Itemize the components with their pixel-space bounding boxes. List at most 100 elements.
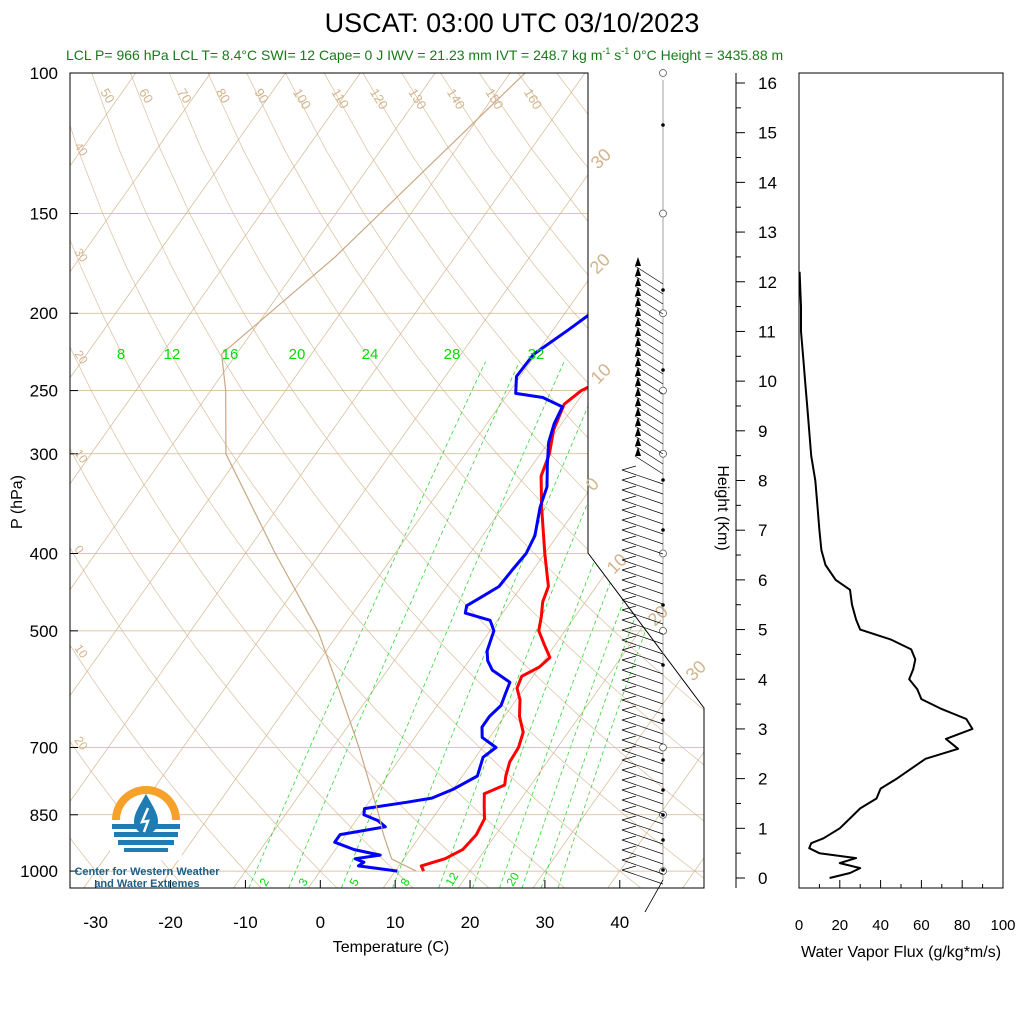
wind-barb-feather <box>621 825 637 831</box>
wind-barb-feather <box>621 715 637 721</box>
isotherm-line <box>83 73 661 888</box>
wind-barb <box>634 295 664 315</box>
wind-barb <box>621 639 664 655</box>
wind-barb-pennant <box>635 287 641 296</box>
wind-barb-feather <box>621 835 637 841</box>
x-tick-label: 20 <box>461 913 480 932</box>
wind-barb-feather <box>621 785 637 791</box>
y-tick-label: 500 <box>30 622 58 641</box>
dry-adiabat-line <box>207 73 704 888</box>
wind-barb <box>621 569 664 585</box>
flux-x-tick-label: 100 <box>990 917 1015 934</box>
wind-level-dot <box>661 718 665 722</box>
wind-level-dot <box>661 528 665 532</box>
wind-level-circle <box>659 69 667 77</box>
wind-barb <box>634 425 664 445</box>
isotherm-label: 160 <box>521 86 545 112</box>
wind-barb-feather <box>621 805 637 811</box>
dry-adiabat-line <box>70 73 490 888</box>
flux-x-tick-label: 80 <box>954 917 971 934</box>
wind-barb <box>621 549 664 565</box>
wind-barb-feather <box>621 865 637 871</box>
wind-barb <box>621 779 664 795</box>
isotherm-line <box>70 73 511 888</box>
y-tick-label: 200 <box>30 304 58 323</box>
temp-label-left: 40 <box>72 140 91 159</box>
cape-value: Cape= 0 J <box>318 47 384 63</box>
flux-x-tick-label: 0 <box>795 917 803 934</box>
wind-barb-feather <box>621 765 637 771</box>
isotherm-line <box>457 73 704 888</box>
temp-label-left: 30 <box>72 246 91 265</box>
dry-adiabat-line <box>246 73 704 888</box>
wind-barb-feather <box>621 625 637 631</box>
temp-label-left: 10 <box>72 642 91 661</box>
y-tick-label: 700 <box>30 738 58 757</box>
temp-label-right: 30 <box>682 657 710 685</box>
wind-barb <box>621 819 664 835</box>
wind-level-dot <box>661 123 665 127</box>
wind-barb <box>621 509 664 525</box>
mixing-ratio-top-label: 20 <box>289 346 306 363</box>
height-tick-label: 14 <box>758 173 777 192</box>
mixing-ratio-top-label: 32 <box>528 346 545 363</box>
isotherm-line <box>532 73 704 888</box>
wind-barb-pennant <box>635 387 641 396</box>
wind-barb <box>634 385 664 405</box>
height-tick-label: 13 <box>758 223 777 242</box>
wind-barb-feather <box>621 595 637 601</box>
y-axis-label: P (hPa) <box>9 475 26 529</box>
temp-label-right: 20 <box>644 602 672 630</box>
wind-barb <box>621 629 664 645</box>
wind-barb <box>634 445 664 465</box>
wind-level-dot <box>661 603 665 607</box>
chart-subtitle: LCL P= 966 hPa LCL T= 8.4°C SWI= 12 Cape… <box>66 46 783 63</box>
logo-line-1: Center for Western Weather <box>74 866 220 878</box>
height-tick-label: 10 <box>758 372 777 391</box>
wind-barb-feather <box>621 635 637 641</box>
temp-label-left: 10 <box>72 447 91 466</box>
wind-barb <box>621 769 664 785</box>
wind-level-circle <box>659 309 667 318</box>
x-tick-label: 0 <box>316 913 325 932</box>
mixing-ratio-line <box>472 361 675 888</box>
wind-barb <box>621 789 664 805</box>
wind-barb <box>621 609 664 625</box>
wind-barb <box>621 669 664 685</box>
wind-barb <box>634 345 664 365</box>
wind-barb <box>621 729 664 745</box>
height-tick-label: 3 <box>758 720 767 739</box>
isotherm-line <box>70 73 586 888</box>
wind-barb <box>634 415 664 435</box>
x-tick-label: -20 <box>158 913 183 932</box>
wind-barb <box>621 739 664 755</box>
parcel-trace <box>221 73 526 872</box>
isotherm-label: 90 <box>251 86 271 106</box>
wind-barb <box>634 355 664 375</box>
height-tick-label: 0 <box>758 869 767 888</box>
wind-barb-feather <box>621 695 637 701</box>
wind-barb <box>634 305 664 325</box>
wind-barb <box>621 489 664 505</box>
wind-barb-feather <box>621 515 637 521</box>
wind-barb <box>634 365 664 385</box>
temp-label-right: 10 <box>587 360 615 388</box>
wind-barb <box>621 559 664 575</box>
wind-barb <box>621 749 664 765</box>
wind-barb-feather <box>621 725 637 731</box>
wind-barb-feather <box>621 855 637 861</box>
mixing-ratio-bottom-label: 2 <box>256 875 272 888</box>
height-tick-label: 12 <box>758 273 777 292</box>
height-tick-label: 4 <box>758 670 767 689</box>
mixing-ratio-line <box>248 361 486 888</box>
height-tick-label: 2 <box>758 770 767 789</box>
isotherm-label: 60 <box>136 86 156 106</box>
wind-barb-feather <box>621 575 637 581</box>
wind-barb-pennant <box>635 377 641 386</box>
wind-barb <box>621 469 664 485</box>
skewt-frame <box>69 72 705 889</box>
wind-barb <box>634 455 664 475</box>
mixing-ratio-bottom-label: 8 <box>397 875 413 888</box>
wind-axis-extension <box>644 879 664 913</box>
